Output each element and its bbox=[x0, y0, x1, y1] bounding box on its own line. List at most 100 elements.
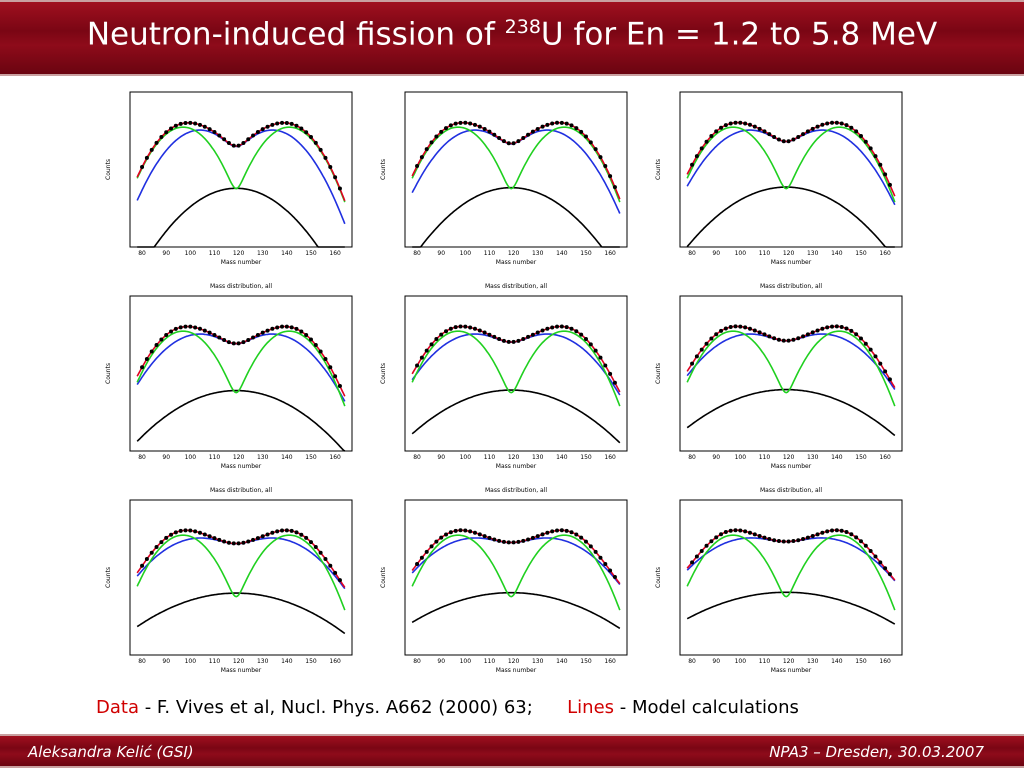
footer-bar: Aleksandra Kelić (GSI) NPA3 – Dresden, 3… bbox=[0, 734, 1024, 768]
data-point bbox=[776, 539, 781, 544]
data-point bbox=[328, 563, 333, 568]
data-point bbox=[415, 164, 420, 169]
title-text: Neutron-induced fission of bbox=[86, 16, 505, 53]
data-point bbox=[757, 534, 762, 539]
x-tick-label: 120 bbox=[508, 658, 520, 665]
data-point bbox=[246, 337, 251, 342]
data-point bbox=[154, 140, 159, 145]
data-point bbox=[337, 186, 342, 191]
data-point bbox=[762, 129, 767, 134]
data-point bbox=[424, 549, 429, 554]
data-point bbox=[873, 354, 878, 359]
data-point bbox=[434, 134, 439, 139]
data-point bbox=[839, 121, 844, 126]
data-point bbox=[796, 336, 801, 341]
x-tick-label: 160 bbox=[329, 658, 341, 665]
data-point bbox=[323, 356, 328, 361]
data-point bbox=[887, 182, 892, 187]
data-point bbox=[265, 124, 270, 129]
data-point bbox=[593, 147, 598, 152]
data-point bbox=[140, 365, 145, 370]
data-point bbox=[439, 332, 444, 337]
data-point bbox=[207, 127, 212, 132]
data-point bbox=[873, 154, 878, 159]
data-point bbox=[183, 324, 188, 329]
data-point bbox=[598, 355, 603, 360]
y-axis-label: Counts bbox=[105, 567, 112, 588]
data-point bbox=[776, 137, 781, 142]
caption-text: - F. Vives et al, Nucl. Phys. A662 (2000… bbox=[138, 697, 533, 718]
x-tick-label: 140 bbox=[831, 250, 843, 257]
x-tick-label: 130 bbox=[532, 658, 544, 665]
data-point bbox=[236, 341, 241, 346]
data-point bbox=[555, 324, 560, 329]
data-point bbox=[733, 324, 738, 329]
data-point bbox=[453, 325, 458, 330]
y-axis-label: Counts bbox=[655, 363, 662, 384]
data-point bbox=[236, 541, 241, 546]
data-point bbox=[752, 328, 757, 333]
data-point bbox=[603, 363, 608, 368]
data-point bbox=[304, 333, 309, 338]
data-point bbox=[858, 336, 863, 341]
data-point bbox=[810, 126, 815, 131]
data-point bbox=[820, 530, 825, 535]
x-tick-label: 80 bbox=[413, 658, 421, 665]
y-axis-label: Counts bbox=[380, 363, 387, 384]
x-tick-label: 90 bbox=[712, 658, 720, 665]
data-point bbox=[164, 535, 169, 540]
data-point bbox=[222, 539, 227, 544]
x-tick-label: 150 bbox=[305, 658, 317, 665]
data-point bbox=[159, 135, 164, 140]
data-point bbox=[458, 528, 463, 533]
x-axis-label: Mass number bbox=[496, 667, 537, 674]
data-point bbox=[535, 126, 540, 131]
data-point bbox=[482, 534, 487, 539]
data-point bbox=[849, 328, 854, 333]
panel-title: Mass distribution, all bbox=[760, 487, 822, 494]
data-point bbox=[810, 330, 815, 335]
data-point bbox=[598, 155, 603, 160]
x-tick-label: 120 bbox=[233, 658, 245, 665]
y-axis-label: Counts bbox=[655, 159, 662, 180]
data-point bbox=[830, 528, 835, 533]
data-point bbox=[540, 532, 545, 537]
data-point bbox=[140, 563, 145, 568]
model-curve bbox=[686, 186, 895, 248]
data-point bbox=[752, 124, 757, 129]
x-axis-label: Mass number bbox=[496, 259, 537, 266]
data-point bbox=[308, 337, 313, 342]
data-point bbox=[757, 330, 762, 335]
data-point bbox=[415, 562, 420, 567]
data-point bbox=[868, 347, 873, 352]
data-point bbox=[612, 575, 617, 580]
data-point bbox=[883, 566, 888, 571]
data-point bbox=[173, 326, 178, 331]
x-axis-label: Mass number bbox=[221, 667, 262, 674]
x-tick-label: 110 bbox=[209, 454, 221, 461]
data-point bbox=[318, 147, 323, 152]
data-point bbox=[588, 342, 593, 347]
data-point bbox=[477, 124, 482, 129]
data-point bbox=[810, 534, 815, 539]
data-point bbox=[419, 155, 424, 160]
data-point bbox=[308, 540, 313, 545]
data-point bbox=[492, 537, 497, 542]
data-point bbox=[439, 129, 444, 134]
data-point bbox=[159, 540, 164, 545]
plot-frame bbox=[404, 499, 628, 656]
panel-title: Mass distribution, all bbox=[485, 283, 547, 290]
data-point bbox=[796, 134, 801, 139]
data-point bbox=[521, 538, 526, 543]
data-point bbox=[284, 120, 289, 125]
data-point bbox=[265, 328, 270, 333]
data-point bbox=[154, 343, 159, 348]
x-tick-label: 90 bbox=[162, 658, 170, 665]
data-point bbox=[530, 535, 535, 540]
data-point bbox=[318, 550, 323, 555]
data-point bbox=[506, 141, 511, 146]
data-point bbox=[728, 528, 733, 533]
data-point bbox=[497, 136, 502, 141]
footer-event: NPA3 – Dresden, 30.03.2007 bbox=[769, 743, 984, 761]
